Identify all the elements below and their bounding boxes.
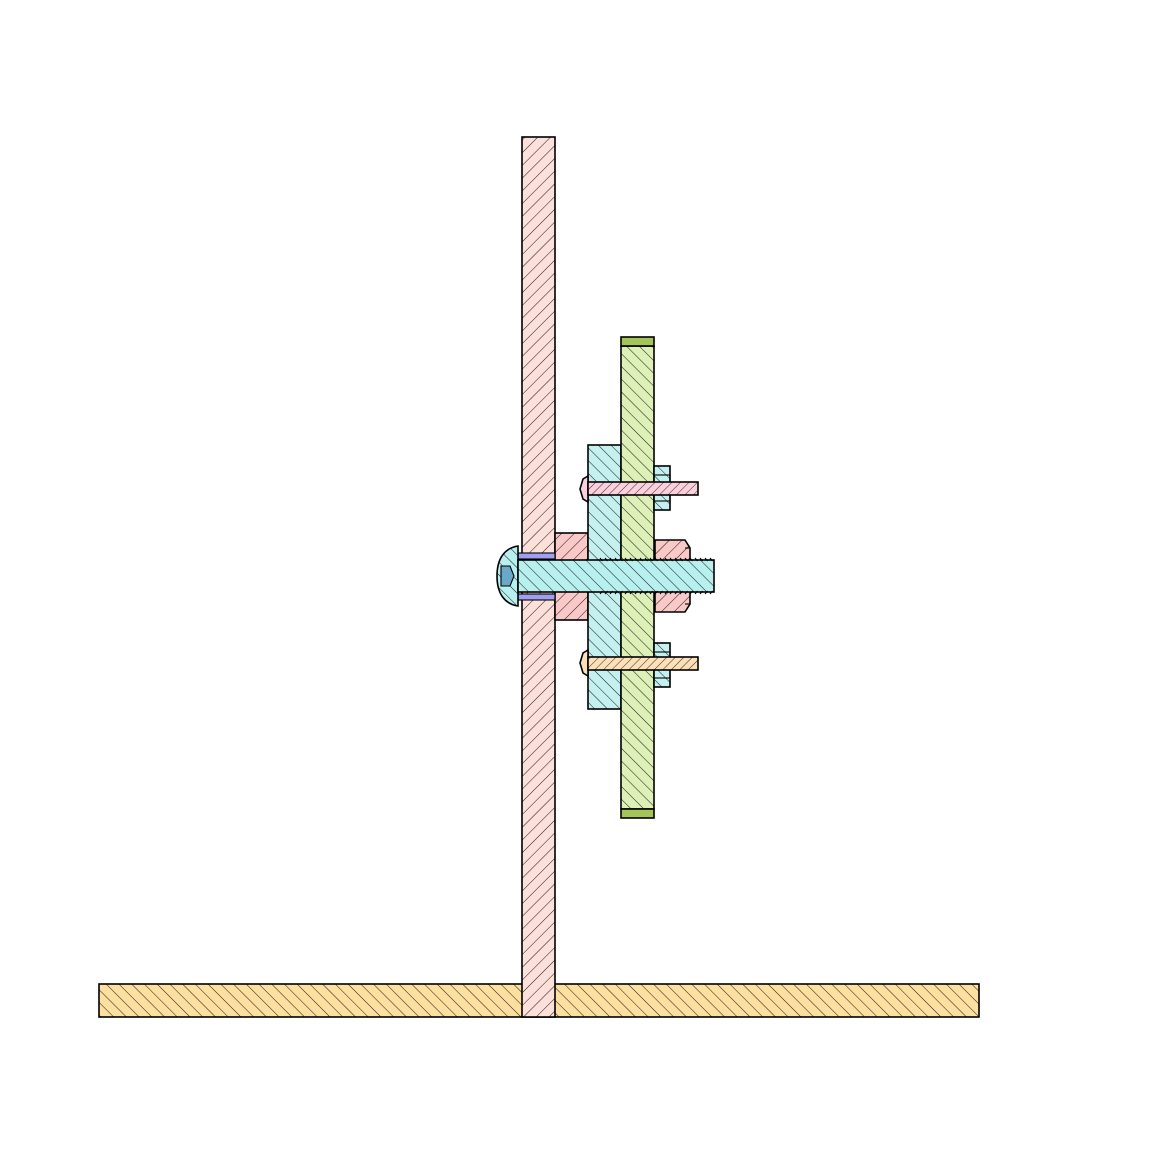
thread-tooth	[599, 557, 603, 562]
thread-tooth	[659, 557, 663, 562]
lower-screw	[579, 642, 699, 688]
thread-tooth	[689, 557, 693, 562]
thread-tooth	[709, 557, 713, 562]
thread-tooth	[604, 557, 608, 562]
thread-tooth	[709, 590, 713, 595]
thread-tooth	[669, 557, 673, 562]
thread-tooth	[609, 590, 613, 595]
thread-tooth	[694, 557, 698, 562]
thread-tooth	[639, 590, 643, 595]
thread-tooth	[614, 557, 618, 562]
thread-tooth	[634, 590, 638, 595]
thread-tooth	[609, 557, 613, 562]
thread-tooth	[614, 590, 618, 595]
thread-tooth	[644, 590, 648, 595]
thread-tooth	[679, 590, 683, 595]
thread-tooth	[634, 557, 638, 562]
thread-tooth	[629, 557, 633, 562]
thread-tooth	[699, 590, 703, 595]
thread-tooth	[694, 590, 698, 595]
thread-tooth	[684, 590, 688, 595]
thread-tooth	[704, 557, 708, 562]
thread-tooth	[679, 557, 683, 562]
thread-tooth	[644, 557, 648, 562]
thread-tooth	[659, 590, 663, 595]
thread-tooth	[669, 590, 673, 595]
thread-tooth	[599, 590, 603, 595]
thread-tooth	[639, 557, 643, 562]
thread-tooth	[699, 557, 703, 562]
thread-tooth	[684, 557, 688, 562]
thread-tooth	[619, 590, 623, 595]
thread-tooth	[674, 557, 678, 562]
thread-tooth	[664, 590, 668, 595]
thread-tooth	[619, 557, 623, 562]
main-bolt	[496, 545, 715, 607]
thread-tooth	[649, 557, 653, 562]
thread-tooth	[664, 557, 668, 562]
thread-tooth	[654, 590, 658, 595]
thread-tooth	[629, 590, 633, 595]
thread-tooth	[704, 590, 708, 595]
thread-tooth	[604, 590, 608, 595]
upper-screw	[579, 465, 699, 511]
thread-tooth	[649, 590, 653, 595]
thread-tooth	[674, 590, 678, 595]
thread-tooth	[624, 590, 628, 595]
thread-tooth	[624, 557, 628, 562]
thread-tooth	[654, 557, 658, 562]
thread-tooth	[689, 590, 693, 595]
